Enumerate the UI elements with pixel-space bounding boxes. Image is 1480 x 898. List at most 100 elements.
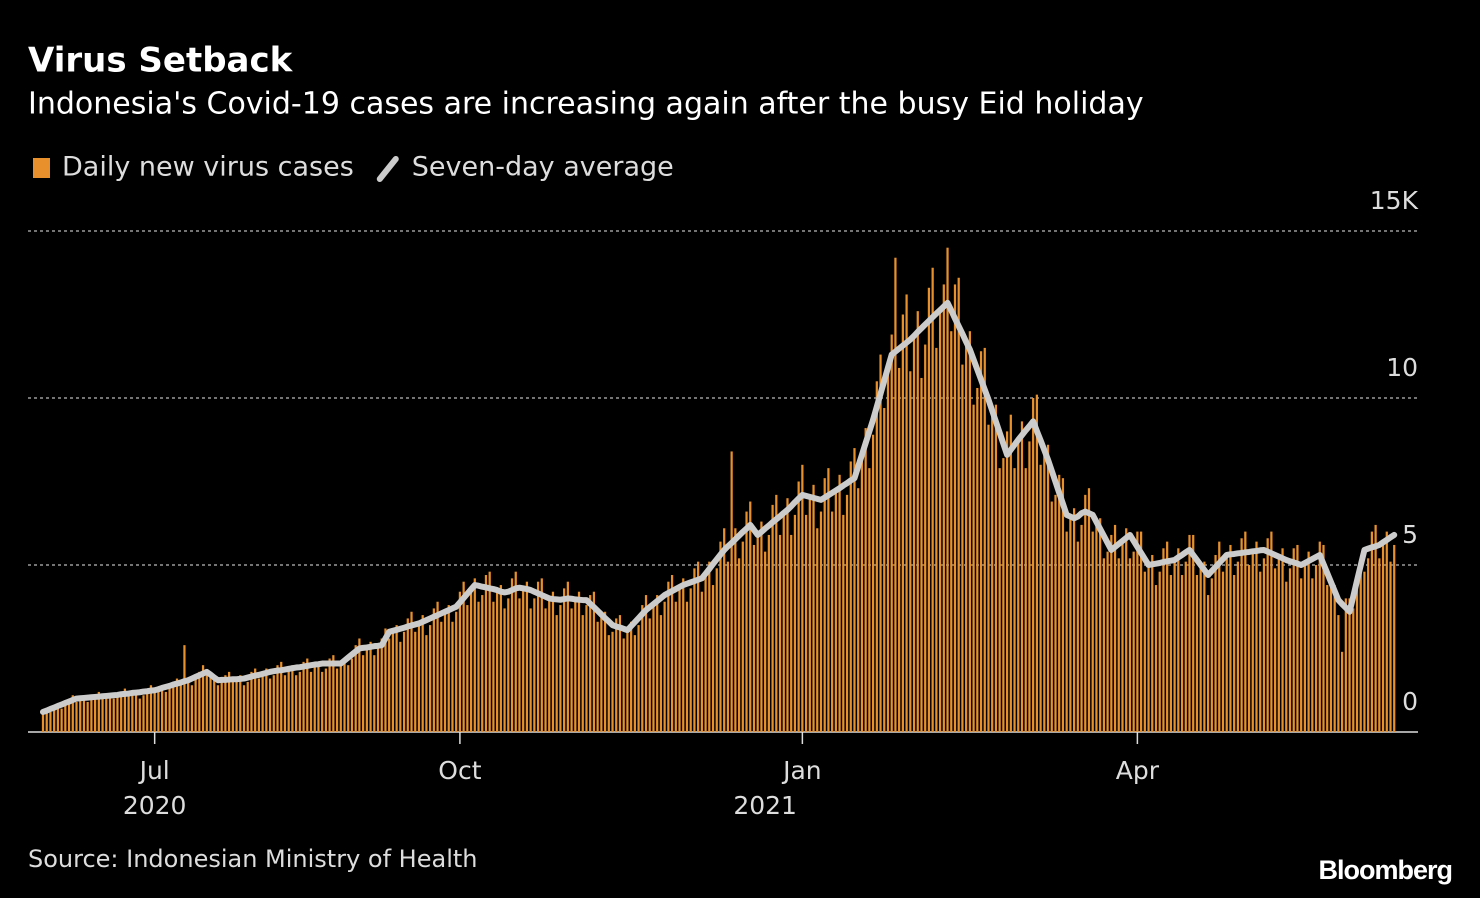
bar (510, 578, 514, 732)
bar (242, 685, 246, 732)
bar (596, 621, 599, 732)
bar (399, 641, 402, 732)
bar (626, 628, 629, 732)
bar (291, 665, 294, 732)
bar (957, 277, 960, 732)
bar (302, 661, 305, 732)
bar (544, 608, 547, 732)
bar (827, 468, 830, 732)
chart-subtitle: Indonesia's Covid-19 cases are increasin… (28, 87, 1144, 122)
bar (1363, 571, 1366, 732)
bar (991, 411, 994, 732)
bar (630, 621, 633, 732)
bar (514, 571, 517, 732)
bar (942, 284, 945, 732)
bar (112, 698, 115, 732)
bar (354, 645, 357, 732)
bar (793, 514, 797, 732)
bar (670, 575, 674, 732)
bar (1355, 581, 1359, 732)
bar (756, 534, 759, 732)
bar (484, 575, 488, 732)
bar (938, 311, 942, 732)
bar (496, 588, 499, 732)
bar (440, 621, 443, 732)
bar (224, 675, 227, 732)
bar (362, 655, 365, 732)
bar (317, 661, 320, 732)
bar (1385, 531, 1388, 732)
bar (905, 294, 908, 732)
bar (976, 387, 979, 732)
bar (127, 695, 130, 732)
bar (1102, 558, 1105, 732)
bar (559, 605, 562, 732)
x-year-label: 2021 (733, 791, 797, 820)
bar (343, 658, 346, 732)
bar (1303, 561, 1307, 732)
bar (183, 645, 186, 732)
bar (570, 608, 573, 732)
bar (920, 377, 923, 732)
bar (1285, 581, 1288, 732)
bar (1251, 551, 1254, 732)
bar (927, 287, 931, 732)
bar (808, 498, 811, 732)
bar (767, 534, 770, 732)
bar (1296, 544, 1299, 732)
bar (1218, 541, 1221, 732)
bar (149, 685, 153, 732)
bar (160, 685, 164, 732)
bar (287, 668, 290, 732)
legend-label: Daily new virus cases (62, 152, 354, 183)
bar (994, 404, 998, 732)
axes: 0 5 10 15K Jul Oct Jan Apr 2020 2021 (123, 186, 1419, 820)
bar (711, 585, 715, 732)
bar (726, 561, 730, 732)
bar (1367, 558, 1370, 732)
bar (488, 571, 491, 732)
bar (1065, 531, 1068, 732)
bar (633, 635, 636, 732)
bar (1233, 575, 1236, 732)
bar (295, 675, 298, 732)
bar (965, 341, 968, 732)
bar (1314, 565, 1318, 732)
bar (280, 661, 283, 732)
bar (1017, 438, 1020, 732)
bar (734, 528, 737, 732)
legend-label: Seven-day average (412, 152, 674, 183)
bar (261, 675, 264, 732)
bar (53, 708, 56, 732)
bar (1039, 464, 1042, 732)
bar (201, 665, 205, 732)
bar (105, 695, 108, 732)
bar (659, 615, 663, 732)
chart-title: Virus Setback (28, 41, 294, 81)
y-tick-label: 5 (1402, 520, 1418, 549)
bar (380, 638, 383, 732)
bar (790, 534, 793, 732)
bar (1099, 518, 1102, 732)
bar (1046, 444, 1050, 732)
bar (778, 534, 782, 732)
bar (1125, 528, 1128, 732)
bar (909, 371, 912, 732)
bar (708, 561, 711, 732)
bar (1143, 571, 1146, 732)
bar (1214, 554, 1217, 732)
bar (898, 367, 901, 732)
bar (868, 468, 871, 732)
bar (819, 511, 823, 732)
bar (1203, 561, 1206, 732)
bar (894, 257, 897, 732)
bar (931, 267, 934, 732)
bar (592, 591, 596, 732)
bar (618, 615, 622, 732)
bar (563, 588, 566, 732)
bar (1158, 571, 1161, 732)
bar (134, 691, 138, 732)
bar (1110, 534, 1113, 732)
legend-swatch (376, 156, 399, 182)
